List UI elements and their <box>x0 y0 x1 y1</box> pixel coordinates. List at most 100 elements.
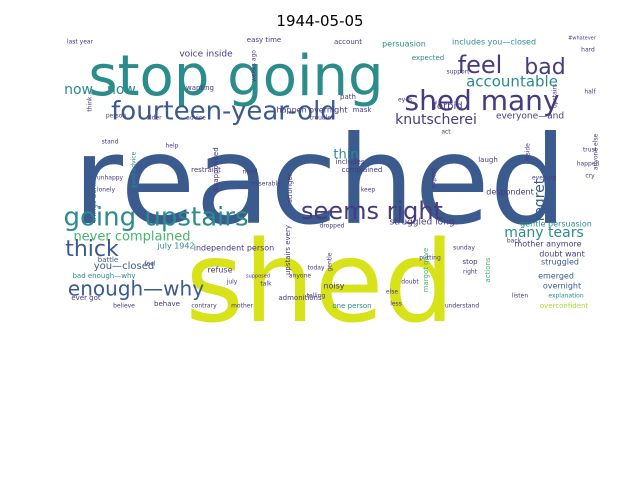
cloud-word: overnight <box>543 282 581 291</box>
cloud-word: expected <box>412 54 444 62</box>
cloud-word: accountable <box>466 73 558 91</box>
cloud-word: right <box>463 269 478 276</box>
cloud-word: struggled <box>541 258 579 267</box>
cloud-word: upstairs every <box>284 225 292 275</box>
cloud-word: expect <box>431 167 438 188</box>
chart-title: 1944-05-05 <box>276 12 364 30</box>
cloud-word: happen <box>577 161 600 168</box>
cloud-word: stop going <box>88 44 383 109</box>
cloud-word: shed <box>185 218 454 348</box>
cloud-word: laugh <box>478 156 498 164</box>
cloud-word: noisy <box>323 282 344 291</box>
cloud-word: bad enough—why <box>72 272 135 280</box>
cloud-word: happen overnight <box>277 106 348 115</box>
cloud-word: #whatever <box>568 36 597 42</box>
cloud-word: explanation <box>548 293 583 300</box>
cloud-word: one person <box>332 302 371 310</box>
cloud-word: unhappy <box>97 175 124 182</box>
cloud-word: you—closed <box>94 261 154 272</box>
cloud-word: fourteen-year-old <box>111 97 337 127</box>
cloud-word: telling <box>307 293 326 300</box>
cloud-word: wanting <box>186 84 214 92</box>
cloud-word: miserable <box>251 181 281 188</box>
cloud-word: emerged <box>538 272 574 281</box>
cloud-word: includes you—closed <box>452 38 536 47</box>
cloud-word: margot gave <box>422 248 430 293</box>
cloud-word: weeks ago <box>251 50 258 82</box>
cloud-word: understand <box>445 303 480 310</box>
cloud-word: struggled long <box>389 218 454 228</box>
cloud-word: half <box>584 89 596 96</box>
cloud-word: thick <box>65 237 119 262</box>
cloud-word: many tears <box>504 225 584 241</box>
cloud-word: act <box>441 129 451 136</box>
cloud-word: keep <box>361 187 376 194</box>
cloud-word: talk <box>260 281 272 288</box>
cloud-word: thin <box>333 148 358 163</box>
cloud-word: gentle <box>327 252 334 271</box>
cloud-word: support <box>446 69 470 76</box>
cloud-word: cry <box>585 173 595 180</box>
cloud-word: feel <box>458 51 503 79</box>
cloud-word: enough—why <box>68 277 204 301</box>
cloud-word: bad <box>524 55 565 80</box>
cloud-word: mother anymore <box>514 240 581 249</box>
cloud-word: listen <box>512 293 529 300</box>
cloud-word: shed many <box>405 84 560 117</box>
cloud-word: today <box>307 265 325 272</box>
cloud-word: troubles <box>310 115 334 122</box>
cloud-word: contrary <box>191 303 217 310</box>
cloud-word: easy time <box>247 36 281 44</box>
cloud-word: stronger <box>286 173 294 203</box>
cloud-word: upstairs <box>552 84 559 108</box>
cloud-word: mother <box>231 303 253 310</box>
cloud-word: evening <box>532 175 556 182</box>
cloud-word: regret <box>532 178 548 221</box>
cloud-word: actions <box>484 257 492 283</box>
cloud-word: never complained <box>73 230 190 245</box>
cloud-word: doubt <box>401 279 419 286</box>
cloud-word: knutscherei <box>395 112 477 128</box>
cloud-word: stop <box>462 258 478 266</box>
cloud-word: last year <box>67 39 94 46</box>
cloud-word: everyone—and <box>496 112 564 122</box>
cloud-word: back <box>507 238 522 245</box>
cloud-word: voice inside <box>179 50 233 60</box>
cloud-word: believe <box>113 303 135 310</box>
cloud-word: ever got <box>71 294 101 302</box>
cloud-word: restraint <box>191 166 221 174</box>
cloud-word: behave <box>154 300 180 308</box>
cloud-word: dropped <box>320 223 345 230</box>
cloud-word: need <box>243 169 258 176</box>
cloud-word: advice <box>186 115 206 122</box>
cloud-word: hard <box>581 47 595 54</box>
cloud-word: now…now <box>64 82 136 98</box>
cloud-word: inside <box>525 143 532 161</box>
cloud-word: despondent <box>486 188 533 197</box>
cloud-word: supposed <box>246 274 270 280</box>
cloud-word: admonitions <box>278 294 322 302</box>
cloud-word: trust <box>583 147 598 154</box>
cloud-word: overconfident <box>540 302 589 310</box>
cloud-word: mask <box>353 106 373 114</box>
cloud-word: july 1942 <box>156 242 194 251</box>
cloud-word: think <box>87 96 94 112</box>
cloud-word: independent person <box>194 244 275 253</box>
cloud-word: reached <box>73 110 567 252</box>
cloud-word: forbid <box>433 101 462 112</box>
cloud-word: gentle persuasion <box>520 220 592 229</box>
cloud-word: going upstairs <box>64 203 249 233</box>
cloud-word: less <box>390 301 402 308</box>
cloud-word: older <box>146 115 162 122</box>
cloud-word: seems right <box>301 197 443 225</box>
cloud-word: refuse <box>207 266 232 275</box>
cloud-word: good advice <box>131 151 138 188</box>
cloud-word: path <box>340 93 356 101</box>
cloud-word: anyone else <box>593 134 600 171</box>
cloud-word: things behind <box>90 174 98 222</box>
cloud-word: doubt want <box>539 250 584 259</box>
cloud-word: complained <box>342 166 383 174</box>
cloud-word: eyes <box>398 97 412 104</box>
cloud-word: else <box>386 289 398 296</box>
